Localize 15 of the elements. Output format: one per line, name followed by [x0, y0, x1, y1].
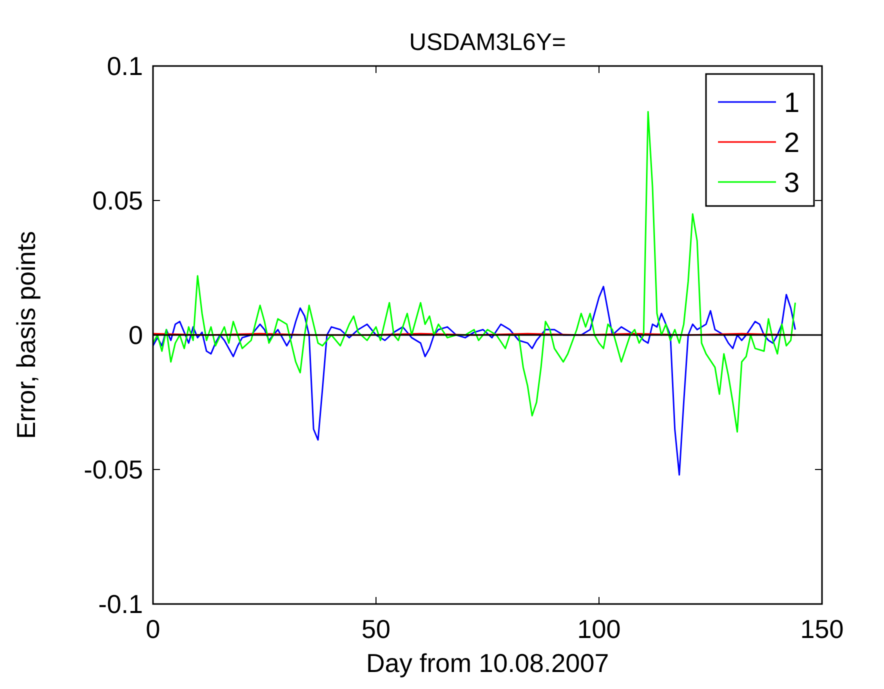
- chart-title: USDAM3L6Y=: [409, 29, 566, 56]
- x-tick-label: 50: [362, 614, 390, 644]
- y-tick-label: 0.05: [92, 186, 143, 216]
- x-tick-label: 150: [800, 614, 844, 644]
- legend-label: 3: [784, 166, 800, 198]
- y-tick-label: 0: [128, 320, 143, 350]
- line-series: [153, 286, 796, 476]
- y-tick-label: 0.1: [106, 51, 143, 82]
- x-axis-title: Day from 10.08.2007: [366, 648, 609, 678]
- y-tick-label: -0.1: [98, 589, 143, 620]
- legend-label: 2: [784, 126, 800, 158]
- y-tick-label: -0.05: [84, 454, 143, 485]
- x-tick-label: 100: [577, 614, 621, 644]
- y-axis-title: Error, basis points: [11, 230, 41, 440]
- legend-label: 1: [784, 86, 800, 118]
